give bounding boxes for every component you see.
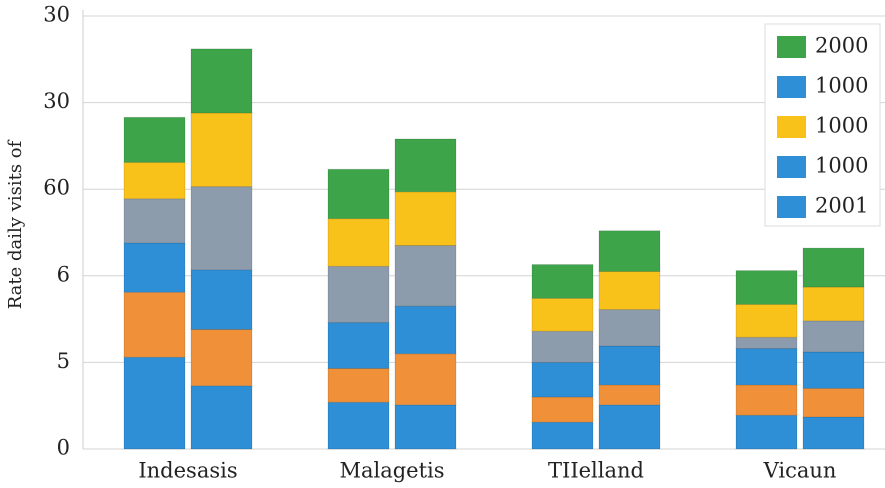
bar-segment [190, 385, 253, 450]
legend-label: 1000 [815, 74, 868, 98]
bar-segment [190, 48, 253, 114]
bar-segment [802, 247, 865, 288]
bar-segment [802, 320, 865, 353]
bar-segment [394, 244, 457, 307]
bar-segment [802, 416, 865, 450]
bar-segment [531, 396, 594, 423]
bar-segment [802, 351, 865, 389]
bar-segment [531, 330, 594, 363]
bar-segment [598, 345, 661, 386]
bar-segment [123, 198, 186, 244]
bar-segment [327, 218, 390, 267]
bar-segment [531, 421, 594, 450]
bar-segment [394, 305, 457, 355]
legend-swatch [777, 156, 806, 178]
bar-segment [327, 367, 390, 403]
bar-segment [123, 356, 186, 450]
x-tick-label: Malagetis [339, 459, 444, 483]
y-tick-label: 30 [43, 3, 70, 27]
bar-segment [394, 138, 457, 193]
bar-segment [735, 303, 798, 338]
bar-segment [190, 269, 253, 330]
bar-segment [531, 361, 594, 398]
legend-swatch [777, 76, 806, 98]
bar-segment [802, 286, 865, 322]
bar-segment [394, 404, 457, 450]
bar-segment [735, 414, 798, 450]
bar-segment [735, 384, 798, 416]
bar-segment [123, 291, 186, 358]
y-tick-label: 5 [57, 349, 70, 373]
bar-segment [598, 404, 661, 450]
x-tick-label: Vicaun [763, 459, 837, 483]
bar-segment [394, 353, 457, 406]
bar-segment [123, 116, 186, 163]
legend-label: 2001 [815, 194, 868, 218]
y-tick-label: 6 [57, 262, 70, 286]
bar-segment [598, 309, 661, 347]
bar-segment [802, 387, 865, 418]
y-axis-title: Rate daily visits of [5, 139, 26, 309]
bar-segment [598, 384, 661, 406]
bar-segment [531, 264, 594, 299]
bar-segment [123, 242, 186, 293]
legend: 2000 1000 1000 1000 2001 [764, 23, 881, 227]
bar-segment [327, 401, 390, 450]
bar-segment [190, 112, 253, 188]
legend-label: 2000 [815, 34, 868, 58]
bar-segment [190, 186, 253, 271]
y-tick-label: 30 [43, 89, 70, 113]
bar-segment [598, 230, 661, 272]
bar-segment [735, 348, 798, 386]
y-tick-label: 60 [43, 176, 70, 200]
legend-swatch [777, 196, 806, 218]
bar-segment [394, 191, 457, 246]
legend-label: 1000 [815, 114, 868, 138]
bar-segment [735, 270, 798, 305]
legend-swatch [777, 116, 806, 138]
bar-segment [190, 328, 253, 387]
legend-label: 1000 [815, 154, 868, 178]
y-tick-label: 0 [57, 436, 70, 460]
x-tick-label: TIIelland [548, 459, 644, 483]
bar-segment [327, 168, 390, 220]
x-tick-label: Indesasis [138, 459, 237, 483]
bar-segment [531, 297, 594, 332]
bar-segment [327, 322, 390, 369]
bar-segment [123, 161, 186, 200]
bar-segment [735, 336, 798, 350]
bar-segment [598, 270, 661, 311]
bar-segment [327, 265, 390, 324]
legend-swatch [777, 36, 806, 58]
